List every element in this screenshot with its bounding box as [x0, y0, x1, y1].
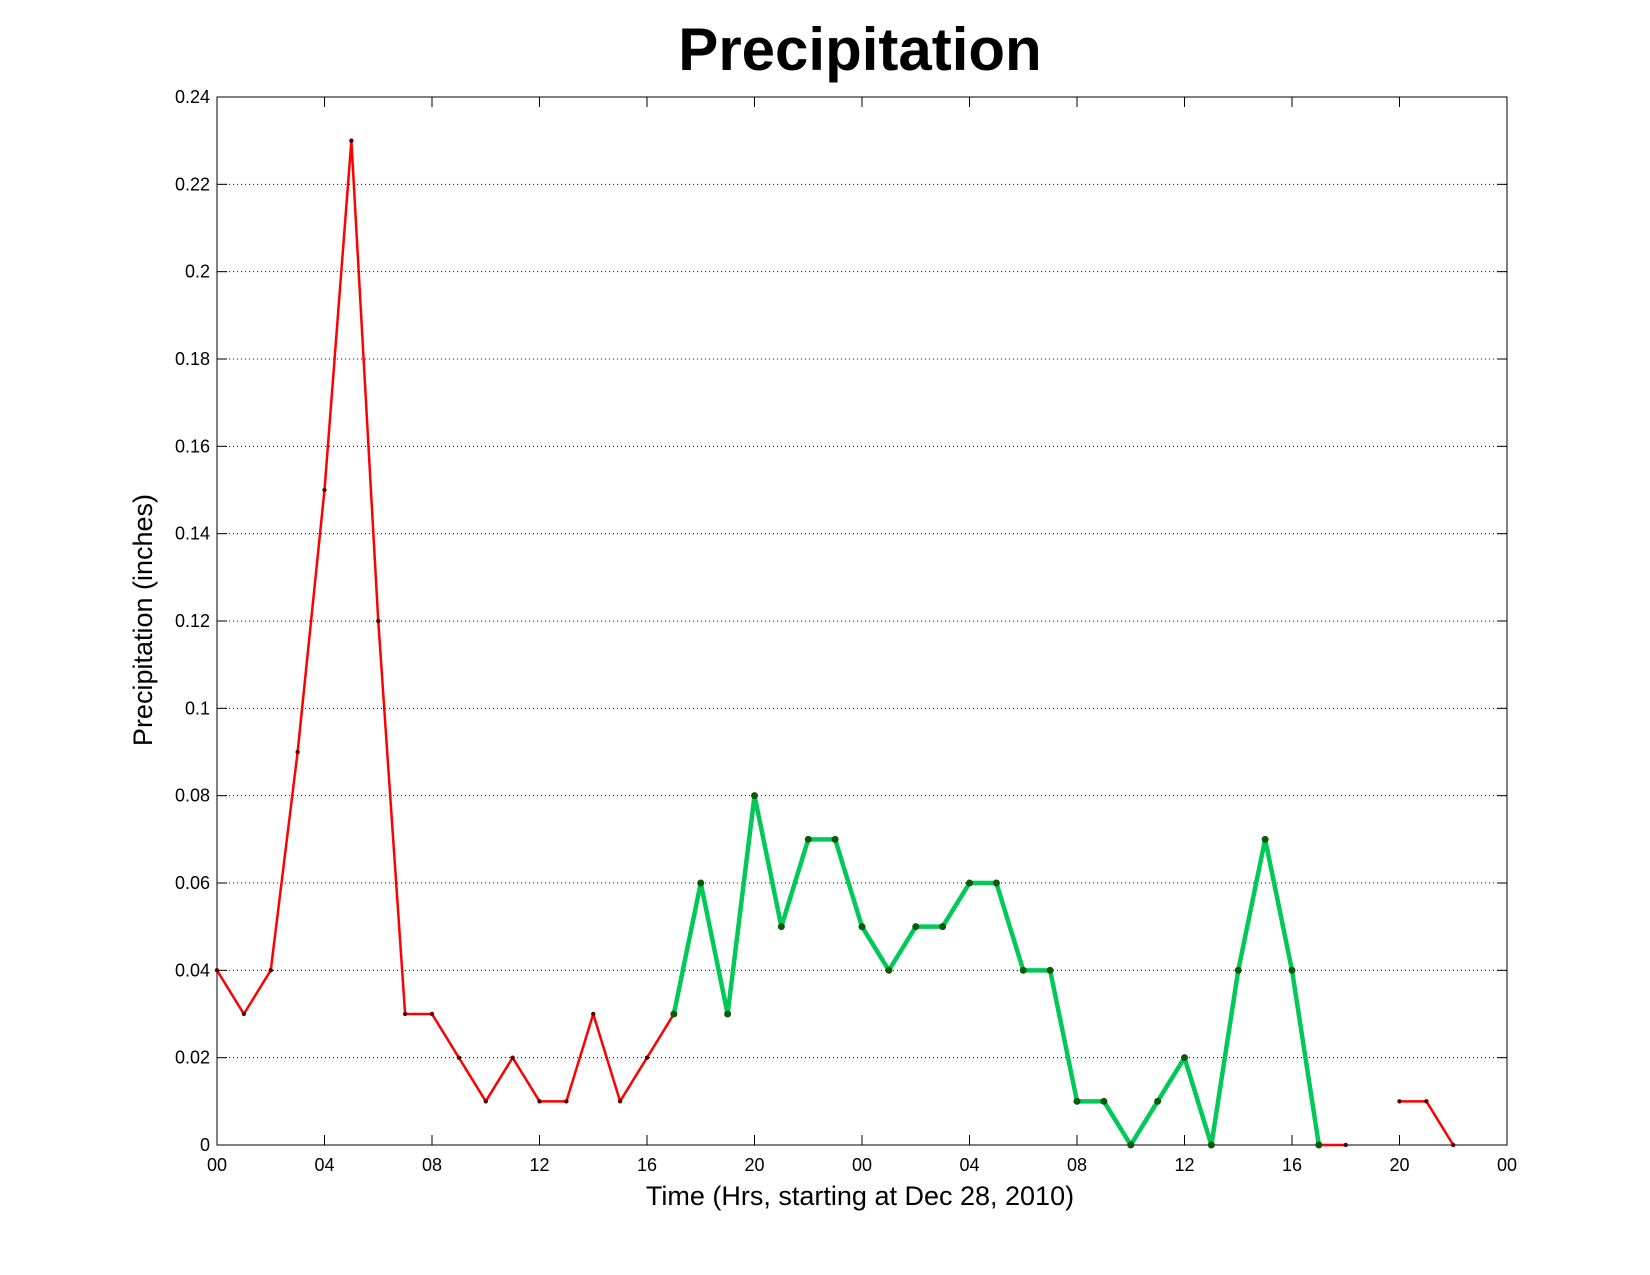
data-point: [670, 1010, 678, 1018]
data-point: [376, 618, 381, 624]
y-tick-label: 0.04: [175, 960, 210, 980]
data-point: [1288, 966, 1296, 974]
data-point: [429, 1011, 435, 1017]
data-point: [402, 1011, 408, 1017]
data-point: [644, 1055, 650, 1060]
data-point: [1343, 1142, 1348, 1148]
series-line: [1398, 1100, 1455, 1147]
data-point: [1234, 966, 1242, 974]
y-tick-label: 0.2: [185, 262, 210, 282]
data-point: [591, 1011, 596, 1017]
x-tick-label: 04: [314, 1155, 334, 1175]
y-tick-label: 0.08: [175, 786, 210, 806]
data-point: [1127, 1141, 1135, 1149]
x-tick-label: 12: [1174, 1155, 1194, 1175]
x-tick-label: 20: [1389, 1155, 1409, 1175]
x-tick-label: 08: [422, 1155, 442, 1175]
data-point: [456, 1055, 462, 1060]
data-point: [322, 487, 327, 493]
data-point: [1451, 1142, 1456, 1148]
data-point: [537, 1099, 542, 1104]
data-point: [831, 835, 839, 843]
data-point: [564, 1099, 569, 1104]
x-tick-label: 20: [744, 1155, 764, 1175]
data-point: [1315, 1141, 1323, 1149]
axis-ticks: 0 0.02 0.04 0.06 0.08 0.1 0.12 0.14 0.16 0.18 0.2 0…: [175, 87, 1517, 1175]
data-point: [939, 923, 947, 931]
data-point: [268, 968, 273, 973]
data-point: [1046, 966, 1054, 974]
x-tick-label: 12: [529, 1155, 549, 1175]
y-tick-label: 0.02: [175, 1048, 210, 1068]
y-tick-label: 0.06: [175, 873, 210, 893]
data-point: [804, 835, 812, 843]
data-point: [617, 1099, 623, 1104]
data-point: [992, 879, 1000, 887]
x-tick-label: 08: [1067, 1155, 1087, 1175]
y-tick-label: 0.16: [175, 436, 210, 456]
series-line: [671, 793, 1322, 1148]
data-point: [966, 879, 973, 887]
data-point: [1424, 1099, 1429, 1104]
y-tick-label: 0.18: [175, 349, 210, 369]
data-point: [510, 1055, 515, 1060]
data-point: [777, 923, 785, 931]
data-point: [1019, 966, 1027, 974]
data-point: [1181, 1054, 1188, 1062]
data-point: [724, 1010, 732, 1018]
data-point: [697, 879, 705, 887]
data-point: [751, 792, 758, 800]
data-point: [885, 966, 893, 974]
y-tick-label: 0.24: [175, 87, 210, 107]
data-point: [241, 1011, 247, 1017]
x-tick-label: 00: [852, 1155, 872, 1175]
data-point: [1397, 1099, 1402, 1104]
y-tick-label: 0.12: [175, 611, 210, 631]
x-tick-label: 00: [1497, 1155, 1517, 1175]
data-point: [1261, 835, 1269, 843]
data-series: [214, 138, 1456, 1149]
x-tick-label: 16: [1282, 1155, 1302, 1175]
data-point: [295, 749, 300, 755]
data-point: [858, 923, 866, 931]
data-point: [214, 968, 220, 973]
data-point: [1207, 1141, 1215, 1149]
data-point: [1100, 1097, 1108, 1105]
data-point: [483, 1099, 488, 1104]
data-point: [1154, 1097, 1162, 1105]
y-tick-label: 0.14: [175, 524, 210, 544]
x-tick-label: 00: [207, 1155, 227, 1175]
grid-lines: [217, 183, 1507, 1059]
series-line: [215, 139, 676, 1103]
chart-title: Precipitation: [678, 16, 1041, 83]
y-tick-label: 0.22: [175, 174, 210, 194]
data-point: [1073, 1097, 1081, 1105]
x-axis-label: Time (Hrs, starting at Dec 28, 2010): [646, 1181, 1074, 1211]
x-tick-label: 16: [637, 1155, 657, 1175]
y-tick-label: 0.1: [185, 698, 210, 718]
y-tick-label: 0: [200, 1135, 210, 1155]
x-tick-label: 04: [959, 1155, 979, 1175]
y-axis-label: Precipitation (inches): [128, 494, 158, 746]
data-point: [912, 923, 920, 931]
data-point: [349, 138, 354, 143]
